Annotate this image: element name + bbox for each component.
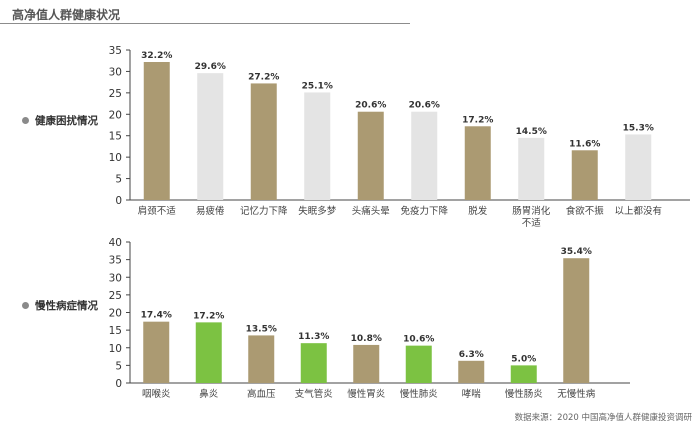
y-tick-label: 15: [109, 325, 122, 337]
bar: [353, 344, 380, 383]
bullet-dot-icon: [22, 117, 29, 124]
bar: [563, 258, 590, 383]
y-tick-label: 15: [109, 131, 122, 143]
y-tick-label: 30: [109, 66, 122, 78]
bar: [143, 62, 170, 200]
y-tick-label: 30: [109, 272, 122, 284]
y-tick-label: 0: [115, 378, 122, 390]
x-tick-label: 免疫力下降: [400, 205, 448, 217]
x-tick-label: 鼻炎: [199, 388, 219, 400]
bar: [304, 92, 331, 200]
bar: [464, 126, 491, 200]
section-label-health-issues: 健康困扰情况: [22, 113, 98, 128]
bar: [625, 134, 652, 200]
page-title: 高净值人群健康状况: [12, 8, 121, 22]
data-label: 27.2%: [248, 72, 279, 82]
source-note: 数据来源：2020 中国高净值人群健康投资调研: [514, 413, 692, 423]
x-tick-label: 失眠多梦: [298, 205, 337, 217]
y-tick-label: 10: [109, 343, 122, 355]
bar: [510, 365, 537, 383]
x-tick-label: 肩颈不适: [138, 205, 177, 217]
section-label-text: 健康困扰情况: [35, 115, 98, 127]
data-label: 10.8%: [351, 334, 382, 344]
data-label: 17.2%: [193, 311, 224, 321]
y-tick-label: 35: [109, 45, 122, 57]
data-label: 14.5%: [516, 127, 547, 137]
data-label: 29.6%: [195, 62, 226, 72]
y-tick-label: 5: [115, 174, 122, 186]
x-tick-label: 高血压: [247, 388, 276, 400]
data-label: 6.3%: [459, 350, 484, 360]
x-tick-label: 头痛头晕: [352, 205, 390, 217]
data-label: 15.3%: [623, 123, 654, 133]
x-tick-label: 记忆力下降: [240, 205, 288, 217]
y-tick-label: 20: [109, 109, 122, 121]
x-tick-label: 不适: [522, 218, 542, 229]
data-label: 5.0%: [511, 354, 536, 364]
data-label: 13.5%: [246, 324, 277, 334]
section-label-text: 慢性病症情况: [35, 300, 98, 312]
y-tick-label: 5: [115, 360, 122, 372]
x-tick-label: 慢性胃炎: [347, 388, 386, 400]
x-tick-label: 以上都没有: [614, 205, 662, 217]
data-label: 35.4%: [561, 247, 592, 257]
x-tick-label: 哮喘: [462, 388, 482, 400]
data-label: 11.3%: [298, 332, 329, 342]
data-label: 20.6%: [409, 101, 440, 111]
y-tick-label: 35: [109, 255, 122, 267]
bar: [571, 150, 598, 200]
bar: [405, 345, 432, 383]
bar: [248, 335, 275, 383]
data-label: 20.6%: [355, 101, 386, 111]
y-tick-label: 25: [109, 290, 122, 302]
x-tick-label: 脱发: [468, 205, 488, 217]
x-tick-label: 肠胃消化: [512, 205, 551, 217]
data-label: 17.4%: [141, 311, 172, 321]
y-tick-label: 0: [115, 195, 122, 207]
data-label: 25.1%: [302, 81, 333, 91]
data-label: 10.6%: [403, 335, 434, 345]
x-tick-label: 支气管炎: [295, 388, 334, 400]
bar: [300, 343, 327, 383]
x-tick-label: 咽喉炎: [142, 388, 171, 400]
bullet-dot-icon: [22, 302, 29, 309]
data-label: 32.2%: [141, 51, 172, 61]
y-tick-label: 20: [109, 308, 122, 320]
bar: [518, 137, 545, 200]
y-tick-label: 40: [109, 237, 122, 249]
y-tick-label: 10: [109, 152, 122, 164]
bar: [411, 111, 438, 200]
bar: [197, 73, 224, 200]
data-label: 11.6%: [569, 139, 600, 149]
x-tick-label: 无慢性病: [557, 388, 596, 400]
bar: [458, 360, 485, 383]
bar: [195, 322, 222, 383]
data-label: 17.2%: [462, 115, 493, 125]
y-tick-label: 25: [109, 88, 122, 100]
bar: [250, 83, 277, 200]
x-tick-label: 食欲不振: [566, 205, 605, 217]
bar: [143, 321, 170, 383]
title-divider: [0, 23, 410, 24]
x-tick-label: 慢性肺炎: [400, 388, 439, 400]
section-label-chronic-disease: 慢性病症情况: [22, 298, 98, 313]
x-tick-label: 慢性肠炎: [505, 388, 544, 400]
x-tick-label: 易疲倦: [196, 205, 225, 217]
bar: [357, 111, 384, 200]
